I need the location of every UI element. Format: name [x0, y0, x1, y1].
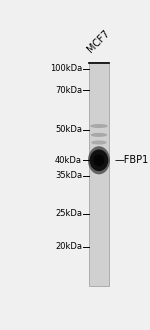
Text: —FBP1: —FBP1 [114, 155, 148, 165]
Ellipse shape [88, 146, 110, 174]
Text: 70kDa: 70kDa [55, 86, 82, 95]
Text: 100kDa: 100kDa [50, 64, 82, 73]
Ellipse shape [90, 124, 108, 128]
Text: 25kDa: 25kDa [55, 209, 82, 218]
Ellipse shape [93, 154, 104, 166]
Text: MCF7: MCF7 [86, 29, 112, 55]
Bar [88, 62, 110, 286]
Text: 35kDa: 35kDa [55, 171, 82, 180]
Ellipse shape [91, 133, 107, 137]
Ellipse shape [90, 149, 108, 171]
Text: 50kDa: 50kDa [55, 125, 82, 134]
Ellipse shape [91, 141, 107, 145]
Text: 40kDa: 40kDa [55, 156, 82, 165]
Text: 20kDa: 20kDa [55, 242, 82, 251]
